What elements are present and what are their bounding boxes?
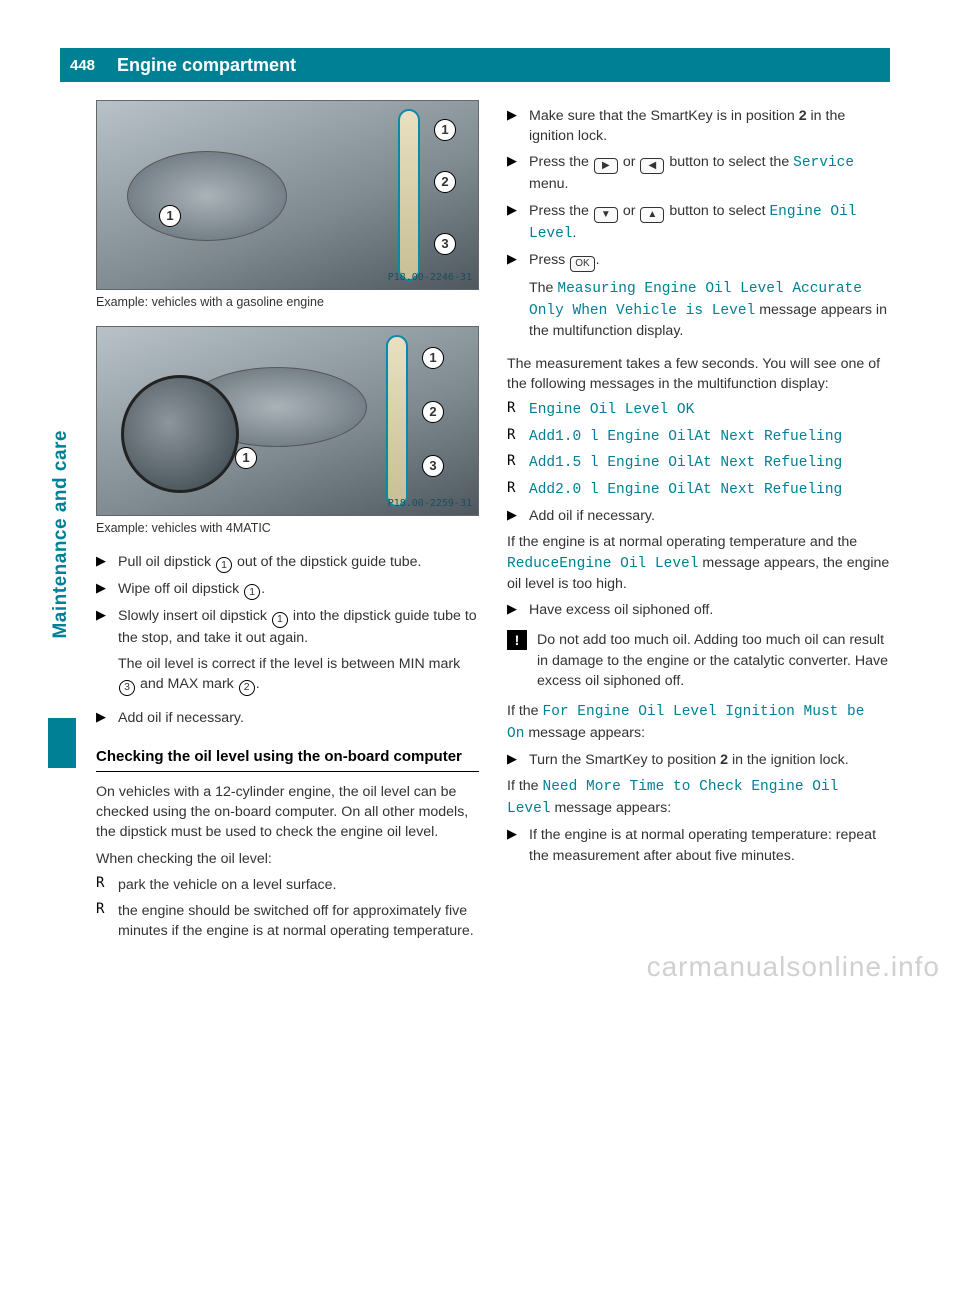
list-item: the engine should be switched off for ap… (96, 901, 479, 941)
bullet-icon (507, 453, 521, 474)
step-marker-icon: ▶ (507, 250, 521, 347)
paragraph: When checking the oil level: (96, 849, 479, 869)
figure-4matic: 1 1 2 3 P18.00-2259-31 (96, 326, 479, 516)
step-marker-icon: ▶ (96, 552, 110, 573)
instruction-step: ▶ Add oil if necessary. (507, 506, 890, 526)
step-marker-icon: ▶ (507, 201, 521, 245)
warning-note: ! Do not add too much oil. Adding too mu… (507, 630, 890, 690)
callout-3: 3 (434, 233, 456, 255)
ref-num-icon: 1 (244, 584, 260, 600)
callout-1b: 1 (422, 347, 444, 369)
down-arrow-button-icon: ▼ (594, 207, 618, 223)
figure-gasoline-engine: 1 1 2 3 P18.00-2246-31 (96, 100, 479, 290)
instruction-step: ▶ If the engine is at normal operating t… (507, 825, 890, 865)
callout-1b: 1 (434, 119, 456, 141)
figure-partno: P18.00-2259-31 (388, 497, 472, 511)
step-marker-icon: ▶ (507, 825, 521, 865)
list-item: Add2.0 l Engine OilAt Next Refueling (507, 480, 890, 501)
ref-num-icon: 1 (216, 557, 232, 573)
watermark: carmanualsonline.info (647, 951, 940, 983)
instruction-step: ▶ Press OK. The Measuring Engine Oil Lev… (507, 250, 890, 347)
left-arrow-button-icon: ◀ (640, 158, 664, 174)
figure-partno: P18.00-2246-31 (388, 271, 472, 285)
step-marker-icon: ▶ (96, 606, 110, 701)
right-arrow-button-icon: ▶ (594, 158, 618, 174)
list-item: Engine Oil Level OK (507, 400, 890, 421)
step-marker-icon: ▶ (96, 708, 110, 728)
paragraph: On vehicles with a 12-cylinder engine, t… (96, 782, 479, 842)
instruction-step: ▶ Make sure that the SmartKey is in posi… (507, 106, 890, 146)
up-arrow-button-icon: ▲ (640, 207, 664, 223)
step-marker-icon: ▶ (507, 152, 521, 194)
callout-1: 1 (159, 205, 181, 227)
callout-2: 2 (434, 171, 456, 193)
ref-num-icon: 1 (272, 612, 288, 628)
figure-caption: Example: vehicles with 4MATIC (96, 520, 479, 538)
section-tab: Maintenance and care (50, 430, 72, 639)
step-marker-icon: ▶ (507, 750, 521, 770)
section-tab-block (48, 718, 76, 768)
step-marker-icon: ▶ (96, 579, 110, 600)
list-item: Add1.0 l Engine OilAt Next Refueling (507, 427, 890, 448)
paragraph: If the Need More Time to Check Engine Oi… (507, 776, 890, 819)
paragraph: If the For Engine Oil Level Ignition Mus… (507, 701, 890, 744)
header-title: Engine compartment (105, 48, 890, 82)
bullet-icon (507, 480, 521, 501)
paragraph: If the engine is at normal operating tem… (507, 532, 890, 594)
callout-1: 1 (235, 447, 257, 469)
list-item: Add1.5 l Engine OilAt Next Refueling (507, 453, 890, 474)
step-marker-icon: ▶ (507, 106, 521, 146)
bullet-icon (507, 400, 521, 421)
callout-3: 3 (422, 455, 444, 477)
instruction-step: ▶ Turn the SmartKey to position 2 in the… (507, 750, 890, 770)
list-item: park the vehicle on a level surface. (96, 875, 479, 895)
callout-2: 2 (422, 401, 444, 423)
figure-caption: Example: vehicles with a gasoline engine (96, 294, 479, 312)
ref-num-icon: 2 (239, 680, 255, 696)
bullet-icon (507, 427, 521, 448)
subheading: Checking the oil level using the on-boar… (96, 746, 479, 767)
instruction-step: ▶ Slowly insert oil dipstick 1 into the … (96, 606, 479, 701)
page-number: 448 (60, 48, 105, 82)
instruction-step: ▶ Have excess oil siphoned off. (507, 600, 890, 620)
left-column: 1 1 2 3 P18.00-2246-31 Example: vehicles… (96, 100, 479, 947)
instruction-step: ▶ Add oil if necessary. (96, 708, 479, 728)
step-marker-icon: ▶ (507, 600, 521, 620)
divider (96, 771, 479, 772)
instruction-step: ▶ Wipe off oil dipstick 1. (96, 579, 479, 600)
paragraph: The measurement takes a few seconds. You… (507, 354, 890, 394)
header-bar: 448 Engine compartment (60, 48, 890, 82)
step-marker-icon: ▶ (507, 506, 521, 526)
ok-button-icon: OK (570, 256, 594, 272)
bullet-icon (96, 875, 110, 895)
bullet-icon (96, 901, 110, 941)
instruction-step: ▶ Press the ▼ or ▲ button to select Engi… (507, 201, 890, 245)
instruction-step: ▶ Press the ▶ or ◀ button to select the … (507, 152, 890, 194)
ref-num-icon: 3 (119, 680, 135, 696)
right-column: ▶ Make sure that the SmartKey is in posi… (507, 100, 890, 947)
instruction-step: ▶ Pull oil dipstick 1 out of the dipstic… (96, 552, 479, 573)
warning-icon: ! (507, 630, 527, 650)
